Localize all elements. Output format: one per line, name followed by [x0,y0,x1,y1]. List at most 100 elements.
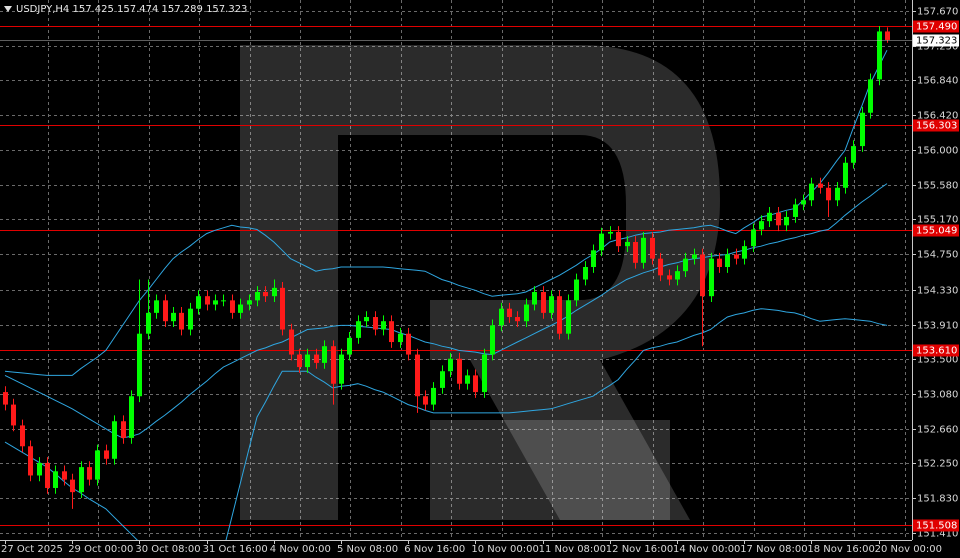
candle-body [20,425,25,447]
y-tick-label: 151.410 [917,529,958,540]
axis-layer: 157.670 157.250 156.840 156.420 156.000 155.5… [1,7,959,555]
candle-body [146,312,151,334]
candle-body [314,354,319,363]
candle-body [448,358,453,372]
candle-body [171,312,176,322]
candle-body [280,287,285,330]
band-upper [4,49,888,376]
level-label: 156.303 [916,121,957,132]
y-tick-label: 154.330 [917,286,958,297]
band-middle [4,183,888,439]
y-tick-label: 153.910 [917,321,958,332]
candle-body [767,212,772,222]
candle-body [860,112,865,147]
candle-body [137,333,142,397]
y-tick-label: 155.170 [917,215,958,226]
candle-body [154,300,159,313]
candle-body [87,467,92,480]
candle-body [465,375,470,384]
candle-body [339,354,344,384]
candle-body [658,258,663,276]
level-tag [913,119,959,132]
level-tag [913,20,959,33]
candle-body [289,329,294,355]
candle-body [524,304,529,322]
candle-body [431,387,436,405]
y-tick-label: 156.840 [917,76,958,87]
y-tick-label: 156.420 [917,111,958,122]
candle-body [213,300,218,305]
x-tick-label: 27 Oct 2025 [1,544,63,555]
x-tick-label: 29 Oct 00:00 [68,544,133,555]
candle-body [700,254,705,297]
candle-body [490,325,495,355]
candle-body [683,258,688,272]
x-tick-label: 31 Oct 16:00 [203,544,268,555]
level-tag [913,224,959,237]
candle-body [759,221,764,230]
x-tick-label: 12 Nov 16:00 [606,544,673,555]
candle-body [818,183,823,188]
x-tick-label: 17 Nov 08:00 [740,544,807,555]
candle-body [793,204,798,217]
y-tick-label: 151.830 [917,494,958,505]
x-tick-label: 20 Nov 00:00 [875,544,942,555]
level-tag [913,519,959,532]
candle-body [364,317,369,322]
candle-body [322,346,327,363]
candle-body [53,471,58,488]
candle-body [641,237,646,263]
candle-body [717,258,722,267]
candle-body [11,404,16,426]
candle-body [28,446,33,476]
x-tick-label: 10 Nov 00:00 [471,544,538,555]
candle-body [809,183,814,201]
candle-body [835,187,840,201]
candle-body [205,296,210,305]
candle-body [95,450,100,480]
candle-body [776,212,781,226]
candle-body [79,467,84,493]
candle-body [709,258,714,297]
candle-body [734,254,739,259]
candle-body [62,471,67,480]
candle-body [398,333,403,343]
candle-body [616,231,621,247]
candle-body [633,241,638,263]
candle-body [625,241,630,247]
candle-body [373,317,378,330]
candle-body [851,146,856,163]
menu-triangle[interactable] [4,6,12,12]
candle-body [129,396,134,438]
candle-body [826,187,831,201]
candle-body [650,237,655,259]
candle-body [305,354,310,368]
chart-title: USDJPY,H4 157.425 157.474 157.289 157.32… [16,4,247,15]
level-label: 153.610 [916,346,957,357]
candle-body [751,229,756,247]
candle-body [221,300,226,302]
candle-body [566,300,571,334]
candle-body [347,337,352,355]
level-label: 155.049 [916,226,957,237]
candle-body [70,479,75,493]
candle-body [885,31,890,40]
x-tick-label: 5 Nov 08:00 [337,544,398,555]
candle-body [406,333,411,355]
y-tick-label: 157.250 [917,42,958,53]
logo-foot [430,420,670,520]
x-tick-label: 14 Nov 00:00 [673,544,740,555]
candle-body [742,246,747,259]
candle-body [549,296,554,313]
candle-body [507,308,512,318]
candle-body [473,375,478,393]
candle-body [457,358,462,384]
plot-area [0,26,912,540]
y-tick-label: 153.080 [917,390,958,401]
watermark-logo [240,45,720,520]
candle-body [179,312,184,330]
y-tick-label: 157.670 [917,7,958,18]
candle-body [591,250,596,267]
candle-body [725,254,730,267]
